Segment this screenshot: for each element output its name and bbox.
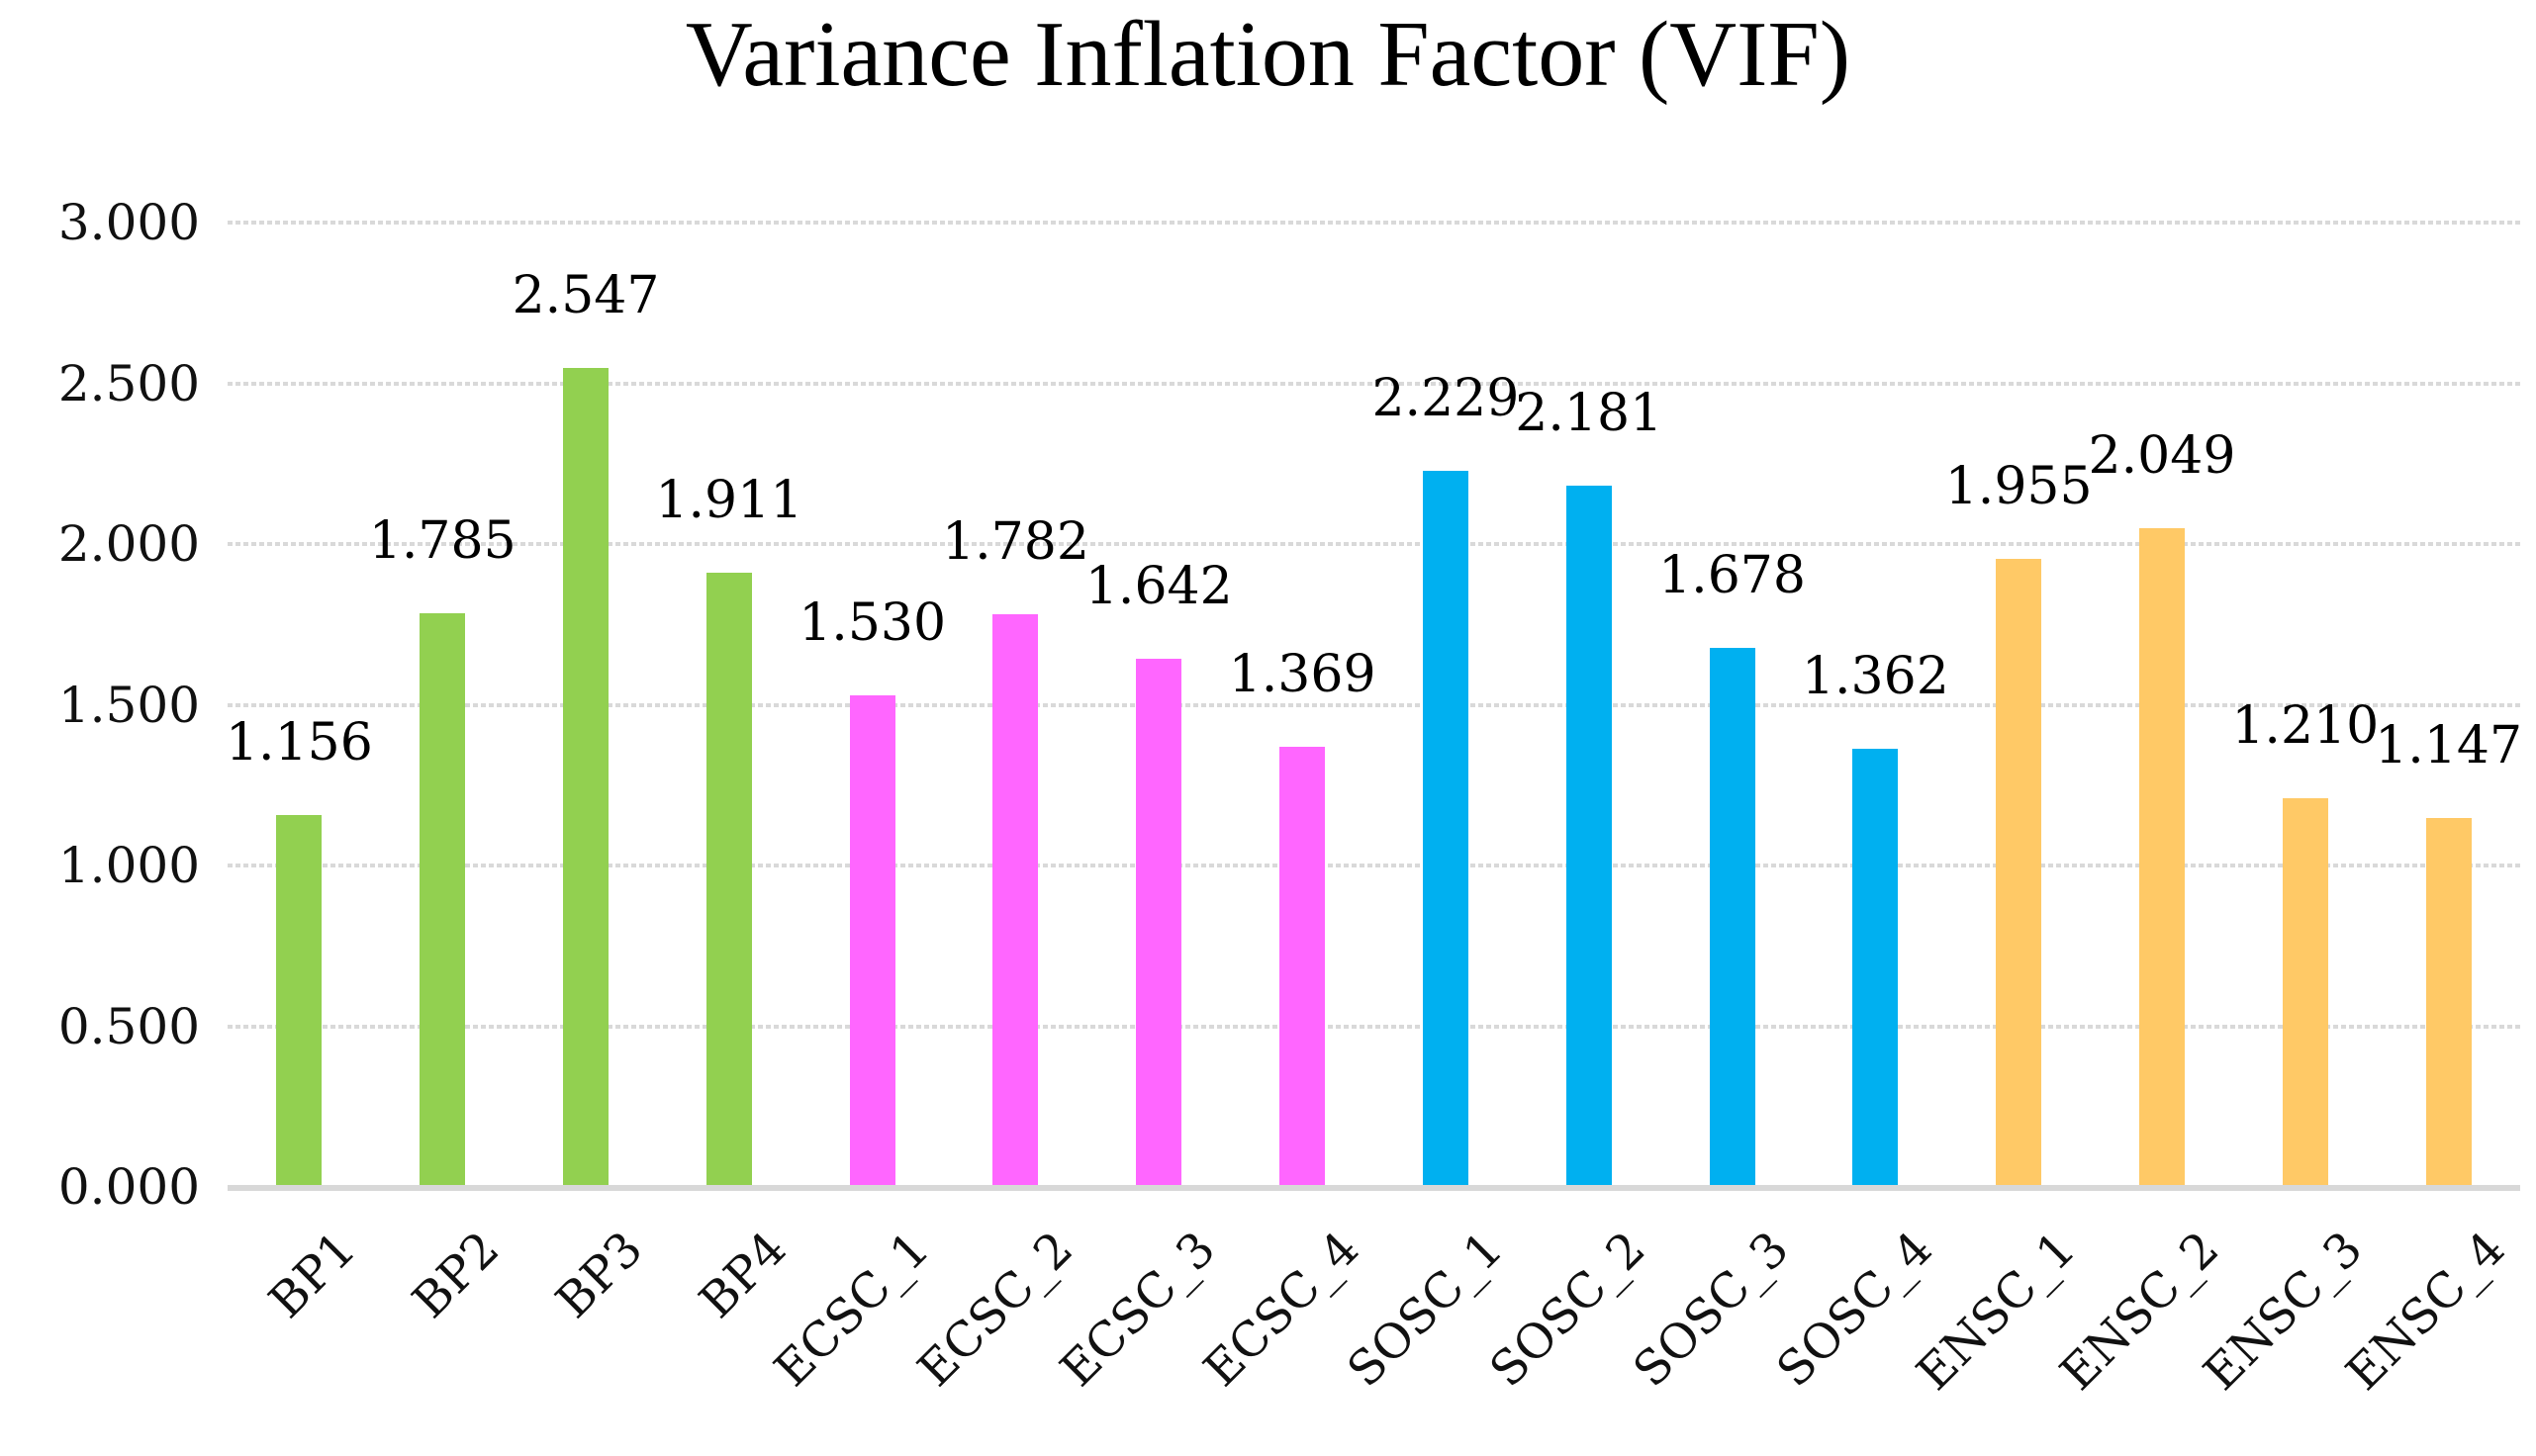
bar-BP4	[705, 572, 752, 1187]
x-tick-SOSC_3: SOSC_3	[1623, 1221, 1800, 1399]
value-label-SOSC_4: 1.362	[1801, 647, 1949, 707]
value-label-BP2: 1.785	[368, 510, 517, 571]
bar-SOSC_1	[1422, 470, 1468, 1187]
x-tick-BP2: BP2	[402, 1221, 511, 1329]
value-label-ENSC_2: 2.049	[2088, 426, 2236, 487]
bar-ECSC_2	[992, 613, 1039, 1187]
y-axis-tick-label: 0.500	[57, 997, 200, 1055]
value-label-ENSC_4: 1.147	[2375, 716, 2523, 776]
value-label-SOSC_3: 1.678	[1658, 545, 1806, 605]
x-tick-ECSC_1: ECSC_1	[763, 1221, 940, 1398]
bar-BP3	[563, 368, 610, 1187]
bar-SOSC_2	[1565, 486, 1612, 1187]
y-axis-tick-label: 3.000	[57, 194, 200, 251]
bar-BP1	[276, 815, 323, 1187]
bar-ENSC_1	[1996, 558, 2042, 1187]
x-tick-SOSC_2: SOSC_2	[1479, 1221, 1656, 1399]
x-tick-BP4: BP4	[689, 1221, 798, 1329]
bar-ENSC_4	[2425, 818, 2472, 1187]
y-axis-tick-label: 1.500	[57, 676, 200, 734]
value-label-ENSC_1: 1.955	[1944, 456, 2093, 516]
value-label-BP4: 1.911	[655, 470, 803, 530]
value-label-BP3: 2.547	[512, 266, 660, 326]
value-label-BP1: 1.156	[225, 713, 373, 774]
x-tick-ENSC_2: ENSC_2	[2049, 1221, 2230, 1402]
bar-ENSC_3	[2282, 797, 2328, 1187]
bar-ECSC_4	[1279, 747, 1326, 1187]
gridline	[228, 702, 2520, 707]
bar-SOSC_3	[1709, 647, 1755, 1187]
bar-BP2	[420, 612, 466, 1187]
x-tick-BP1: BP1	[258, 1221, 367, 1329]
bar-ECSC_3	[1136, 659, 1182, 1187]
value-label-ECSC_1: 1.530	[798, 592, 947, 653]
x-tick-ENSC_4: ENSC_4	[2335, 1221, 2516, 1402]
value-label-ECSC_4: 1.369	[1228, 645, 1376, 705]
x-axis-line	[228, 1185, 2520, 1191]
x-tick-BP3: BP3	[545, 1221, 654, 1329]
bar-ENSC_2	[2138, 528, 2185, 1187]
chart-title: Variance Inflation Factor (VIF)	[685, 3, 1851, 106]
x-tick-ECSC_4: ECSC_4	[1193, 1221, 1370, 1398]
value-label-SOSC_1: 2.229	[1371, 368, 1520, 428]
x-tick-ENSC_3: ENSC_3	[2193, 1221, 2373, 1402]
x-tick-ENSC_1: ENSC_1	[1906, 1221, 2087, 1402]
gridline	[228, 1024, 2520, 1029]
x-tick-ECSC_3: ECSC_3	[1050, 1221, 1227, 1398]
bar-ECSC_1	[849, 694, 895, 1187]
value-label-SOSC_2: 2.181	[1515, 384, 1663, 444]
value-label-ECSC_2: 1.782	[942, 511, 1089, 572]
x-tick-SOSC_1: SOSC_1	[1336, 1221, 1514, 1399]
gridline	[228, 381, 2520, 386]
value-label-ENSC_3: 1.210	[2231, 695, 2380, 756]
y-axis-tick-label: 2.500	[57, 354, 200, 412]
value-label-ECSC_3: 1.642	[1084, 557, 1233, 617]
gridline	[228, 864, 2520, 867]
gridline	[228, 542, 2520, 546]
x-tick-ECSC_2: ECSC_2	[906, 1221, 1083, 1398]
gridline	[228, 221, 2520, 225]
y-axis-tick-label: 0.000	[57, 1158, 200, 1216]
bar-SOSC_4	[1852, 749, 1899, 1187]
y-axis-tick-label: 2.000	[57, 515, 200, 573]
y-axis-tick-label: 1.000	[57, 837, 200, 894]
